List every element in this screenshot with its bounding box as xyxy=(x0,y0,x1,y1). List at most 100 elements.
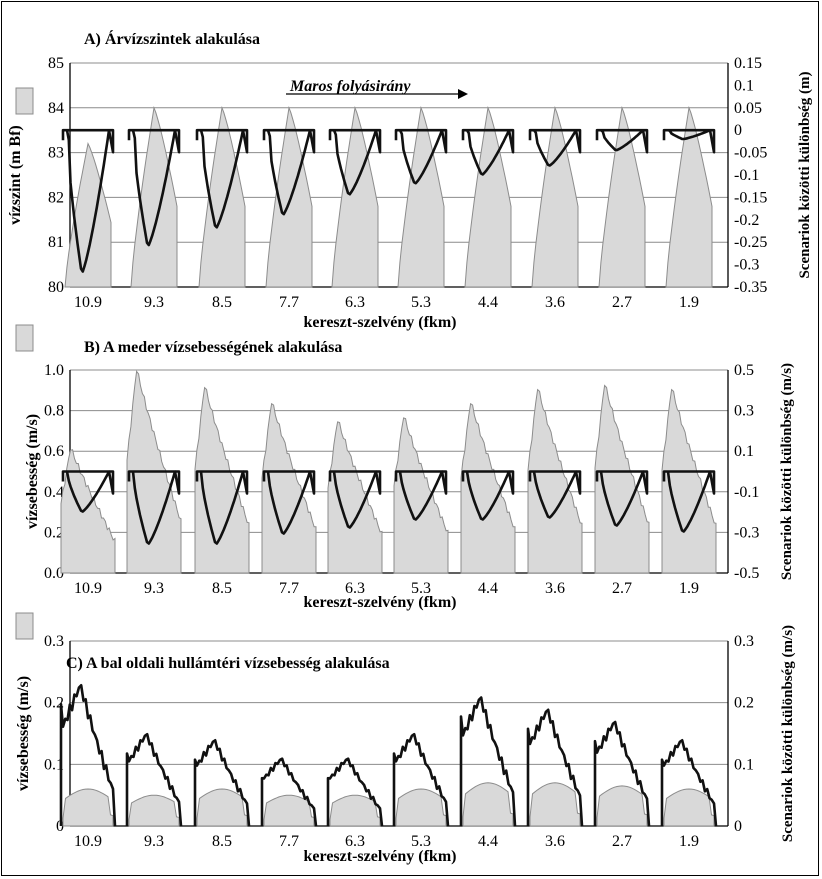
direction-annotation: Maros folyásirány xyxy=(289,78,411,95)
area-mark-8.5 xyxy=(194,386,250,574)
y-tick-label-right: 0.1 xyxy=(734,756,754,773)
area-mark-6.3 xyxy=(331,105,379,288)
area-mark-7.7 xyxy=(263,794,315,827)
area-mark-8.5 xyxy=(198,105,246,288)
x-tick-label: 7.7 xyxy=(279,580,299,597)
difference-line-8.5 xyxy=(195,128,249,229)
area-mark-4.4 xyxy=(462,782,514,827)
direction-arrow-head xyxy=(458,89,468,99)
area-mark-5.3 xyxy=(395,788,447,827)
y-axis-label-right: Scenariok közötti különbség (m/s) xyxy=(779,363,795,580)
x-tick-label: 3.6 xyxy=(545,294,565,311)
panel-title: B) A meder vízsebességének alakulása xyxy=(84,339,342,356)
difference-line-4.4 xyxy=(461,128,515,176)
chart-panel-a: 80 81 82 83 84 85 -0.35 -0.3 -0.25 -0.2 -0.15 -0.1 -… xyxy=(7,29,813,331)
x-tick-label: 5.3 xyxy=(411,580,431,597)
area-mark-10.9 xyxy=(64,142,112,288)
difference-line-7.7 xyxy=(262,470,316,535)
x-axis-label: kereszt-szelvény (fkm) xyxy=(304,594,457,611)
y-tick-label-left: 0.2 xyxy=(44,524,64,541)
difference-line-8.5 xyxy=(193,739,251,827)
difference-line-3.6 xyxy=(528,128,582,167)
x-tick-label: 4.4 xyxy=(478,294,498,311)
y-axis-label-left: vízszint (m Bf) xyxy=(7,125,24,225)
y-tick-label-left: 0.0 xyxy=(44,565,64,582)
y-axis-label-right: Scenariok közötti különbség (m) xyxy=(797,71,813,278)
difference-line-6.3 xyxy=(328,128,382,196)
area-mark-10.9 xyxy=(60,449,116,574)
y-tick-label-right: -0.2 xyxy=(734,212,759,229)
y-tick-label-left: 0.1 xyxy=(44,756,64,773)
difference-line-1.9 xyxy=(660,739,718,827)
y-tick-label-right: -0.3 xyxy=(734,257,759,274)
area-mark-10.9 xyxy=(62,788,114,827)
area-mark-4.4 xyxy=(460,402,516,574)
y-tick-label-right: 0.15 xyxy=(734,55,762,72)
y-tick-label-right: 0.3 xyxy=(734,633,754,650)
y-tick-label-right: -0.1 xyxy=(734,484,759,501)
area-mark-2.7 xyxy=(598,105,646,288)
y-tick-label-left: 83 xyxy=(48,145,64,162)
y-tick-label-left: 0.6 xyxy=(44,443,64,460)
x-tick-label: 7.7 xyxy=(279,833,299,850)
y-tick-label-left: 0.3 xyxy=(44,633,64,650)
area-mark-9.3 xyxy=(128,794,180,827)
difference-line-7.7 xyxy=(262,128,316,216)
difference-line-5.3 xyxy=(392,732,450,827)
y-tick-label-right: 0.1 xyxy=(734,77,754,94)
y-tick-label-left: 82 xyxy=(48,189,64,206)
y-tick-label-left: 0.2 xyxy=(44,695,64,712)
difference-line-4.4 xyxy=(459,696,517,827)
y-tick-label-right: -0.25 xyxy=(734,234,767,251)
x-tick-label: 9.3 xyxy=(144,833,164,850)
difference-line-5.3 xyxy=(394,128,448,185)
x-tick-label: 8.5 xyxy=(212,580,232,597)
x-tick-label: 6.3 xyxy=(345,580,365,597)
area-mark-7.7 xyxy=(265,105,313,288)
difference-line-6.3 xyxy=(328,470,382,529)
x-tick-label: 6.3 xyxy=(345,833,365,850)
x-tick-label: 9.3 xyxy=(144,294,164,311)
y-axis-label-right: Scenariok közötti különbség (m/s) xyxy=(780,625,796,842)
y-tick-label-left: 0 xyxy=(56,818,64,835)
y-tick-label-left: 81 xyxy=(48,234,64,251)
y-tick-label-left: 0.8 xyxy=(44,403,64,420)
x-tick-label: 7.7 xyxy=(279,294,299,311)
legend-swatch xyxy=(15,612,34,640)
y-tick-label-left: 0.4 xyxy=(44,484,64,501)
y-tick-label-right: 0 xyxy=(734,818,742,835)
y-tick-label-right: -0.05 xyxy=(734,145,767,162)
y-tick-label-left: 80 xyxy=(48,279,64,296)
x-tick-label: 4.4 xyxy=(478,580,498,597)
x-tick-label: 10.9 xyxy=(74,580,102,597)
difference-line-10.9 xyxy=(61,128,115,273)
x-tick-label: 9.3 xyxy=(144,580,164,597)
difference-line-2.7 xyxy=(595,470,649,527)
area-mark-1.9 xyxy=(661,388,717,574)
y-tick-label-right: 0.5 xyxy=(734,362,754,379)
difference-line-5.3 xyxy=(394,470,448,521)
x-tick-label: 6.3 xyxy=(345,294,365,311)
x-tick-label: 3.6 xyxy=(545,833,565,850)
panel-title: A) Árvízszintek alakulása xyxy=(84,29,260,48)
x-tick-label: 5.3 xyxy=(411,833,431,850)
x-tick-label: 10.9 xyxy=(74,833,102,850)
difference-line-9.3 xyxy=(125,732,183,827)
area-mark-1.9 xyxy=(665,105,713,288)
area-mark-1.9 xyxy=(663,788,715,827)
area-mark-6.3 xyxy=(327,421,383,574)
x-axis-label: kereszt-szelvény (fkm) xyxy=(304,848,457,865)
difference-line-2.7 xyxy=(593,720,651,827)
difference-line-4.4 xyxy=(461,470,515,521)
y-tick-label-right: 0.2 xyxy=(734,695,754,712)
x-tick-label: 8.5 xyxy=(212,833,232,850)
difference-line-3.6 xyxy=(526,708,584,827)
area-mark-2.7 xyxy=(596,785,648,827)
y-axis-label-left: vízsebesség (m/s) xyxy=(15,676,32,791)
area-mark-6.3 xyxy=(329,794,381,827)
difference-line-10.9 xyxy=(59,684,117,827)
area-mark-7.7 xyxy=(261,402,317,574)
difference-line-1.9 xyxy=(662,470,716,533)
